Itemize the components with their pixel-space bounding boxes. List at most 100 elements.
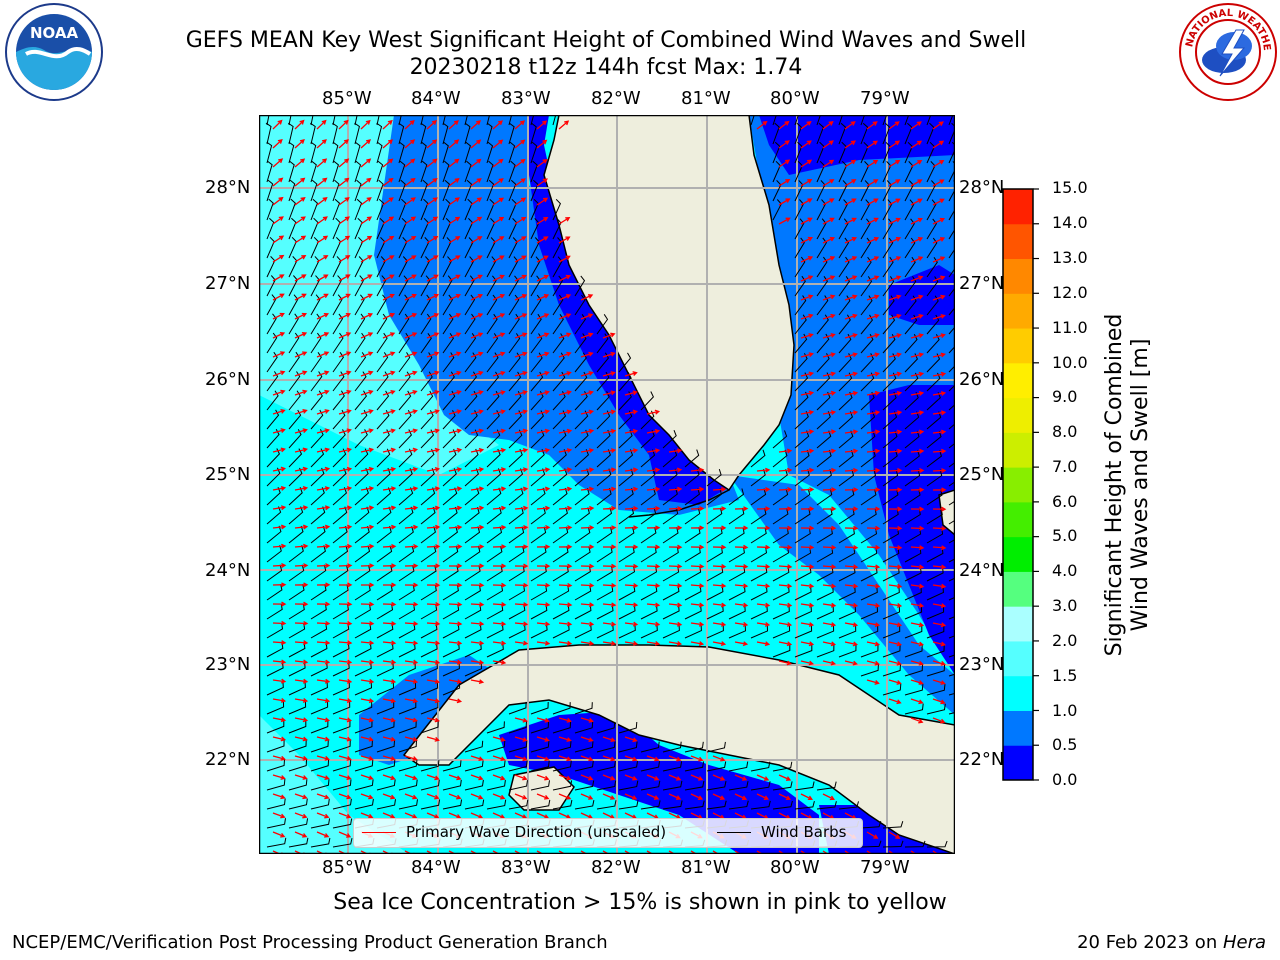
wind-barb	[574, 275, 586, 297]
wave-arrow	[382, 428, 396, 434]
wind-barb	[750, 781, 771, 791]
wave-arrow	[294, 312, 308, 320]
wind-barb	[486, 740, 506, 753]
wave-arrow	[316, 755, 330, 761]
wind-barb	[464, 294, 476, 316]
wave-arrow	[558, 274, 572, 282]
wave-arrow	[470, 524, 485, 530]
wind-barb	[574, 780, 595, 791]
wind-barb	[728, 507, 745, 525]
wind-barb	[420, 410, 434, 430]
wave-arrow	[470, 602, 485, 607]
wind-barb	[662, 800, 683, 810]
wave-arrow	[426, 158, 438, 168]
wave-arrow	[602, 351, 616, 358]
wind-barb	[860, 840, 882, 848]
wave-arrow	[272, 678, 287, 684]
wave-arrow	[404, 158, 416, 168]
wave-arrow	[822, 198, 835, 206]
wind-barb	[904, 703, 924, 715]
wave-arrow	[360, 139, 372, 149]
wind-barb	[442, 333, 455, 354]
wind-barb	[332, 179, 340, 202]
wave-arrow	[734, 506, 749, 512]
lon-tick-bottom-81: 81°W	[681, 857, 731, 878]
wave-arrow	[932, 429, 947, 435]
lat-tick-right-24: 24°N	[959, 560, 1005, 581]
wave-arrow	[866, 831, 879, 839]
wave-arrow	[822, 429, 837, 435]
wave-arrow	[910, 525, 925, 531]
wind-barb	[266, 564, 283, 582]
wave-arrow	[294, 582, 309, 588]
wind-barb	[442, 506, 458, 525]
wind-barb	[552, 702, 571, 715]
wave-arrow	[492, 158, 504, 168]
wave-arrow	[294, 563, 309, 569]
wave-arrow	[338, 601, 353, 607]
wave-arrow	[888, 217, 901, 225]
wind-barb	[354, 409, 368, 430]
wind-barb	[464, 371, 478, 392]
wind-barb	[640, 761, 660, 772]
wave-arrow	[272, 601, 287, 607]
wave-arrow	[382, 736, 396, 742]
wave-arrow	[646, 467, 661, 473]
wind-barb	[816, 625, 835, 639]
wave-arrow	[272, 408, 286, 415]
lat-tick-right-25: 25°N	[959, 464, 1005, 485]
wave-arrow	[316, 678, 331, 684]
wind-barb	[288, 661, 306, 677]
wind-barb	[706, 761, 727, 772]
wind-barb	[816, 237, 828, 259]
wave-arrow	[426, 640, 441, 646]
colorbar-block	[1003, 467, 1033, 503]
wind-barb	[508, 115, 513, 126]
wave-arrow	[316, 370, 330, 377]
wave-arrow	[690, 774, 704, 781]
wave-arrow	[272, 485, 287, 491]
wind-barb	[332, 313, 344, 335]
wave-arrow	[536, 505, 551, 511]
wave-arrow	[338, 197, 350, 206]
wave-arrow	[536, 602, 551, 608]
cbar-label: 0.5	[1052, 735, 1078, 754]
wave-arrow	[294, 389, 308, 396]
wave-arrow	[448, 120, 459, 130]
lon-tick-bottom-85: 85°W	[322, 857, 372, 878]
wind-barb	[882, 450, 898, 468]
wave-arrow	[932, 294, 946, 301]
wave-arrow	[470, 390, 484, 396]
wave-arrow	[338, 428, 352, 434]
wave-arrow	[382, 717, 397, 723]
wave-arrow	[316, 486, 331, 492]
wind-barb	[420, 371, 433, 392]
wave-arrow	[866, 256, 880, 263]
wave-arrow	[888, 622, 903, 628]
wind-barb	[464, 160, 472, 183]
wave-arrow	[778, 506, 793, 512]
wave-arrow	[602, 409, 617, 415]
wave-arrow	[888, 641, 903, 647]
wind-barb	[442, 799, 463, 810]
wave-arrow	[404, 177, 416, 187]
wind-barb	[420, 642, 438, 658]
wave-arrow	[624, 583, 639, 589]
wave-arrow	[844, 660, 858, 666]
wind-barb	[464, 545, 481, 563]
wave-arrow	[888, 429, 903, 435]
colorbar-labels: 15.0 14.0 13.0 12.0 11.0 10.0 9.0 8.0 7.…	[1052, 178, 1112, 792]
wave-arrow	[558, 602, 573, 608]
wave-arrow	[426, 793, 440, 800]
wave-arrow	[338, 409, 352, 415]
wind-barb	[948, 442, 955, 449]
wave-arrow	[712, 486, 727, 492]
wave-arrow	[844, 467, 859, 473]
wind-barb	[266, 351, 278, 373]
wave-arrow	[910, 256, 924, 263]
wind-barb	[398, 294, 409, 316]
wind-barb	[486, 115, 491, 126]
wind-barb	[728, 800, 749, 810]
wave-arrow	[492, 736, 506, 742]
wave-arrow	[448, 255, 461, 263]
